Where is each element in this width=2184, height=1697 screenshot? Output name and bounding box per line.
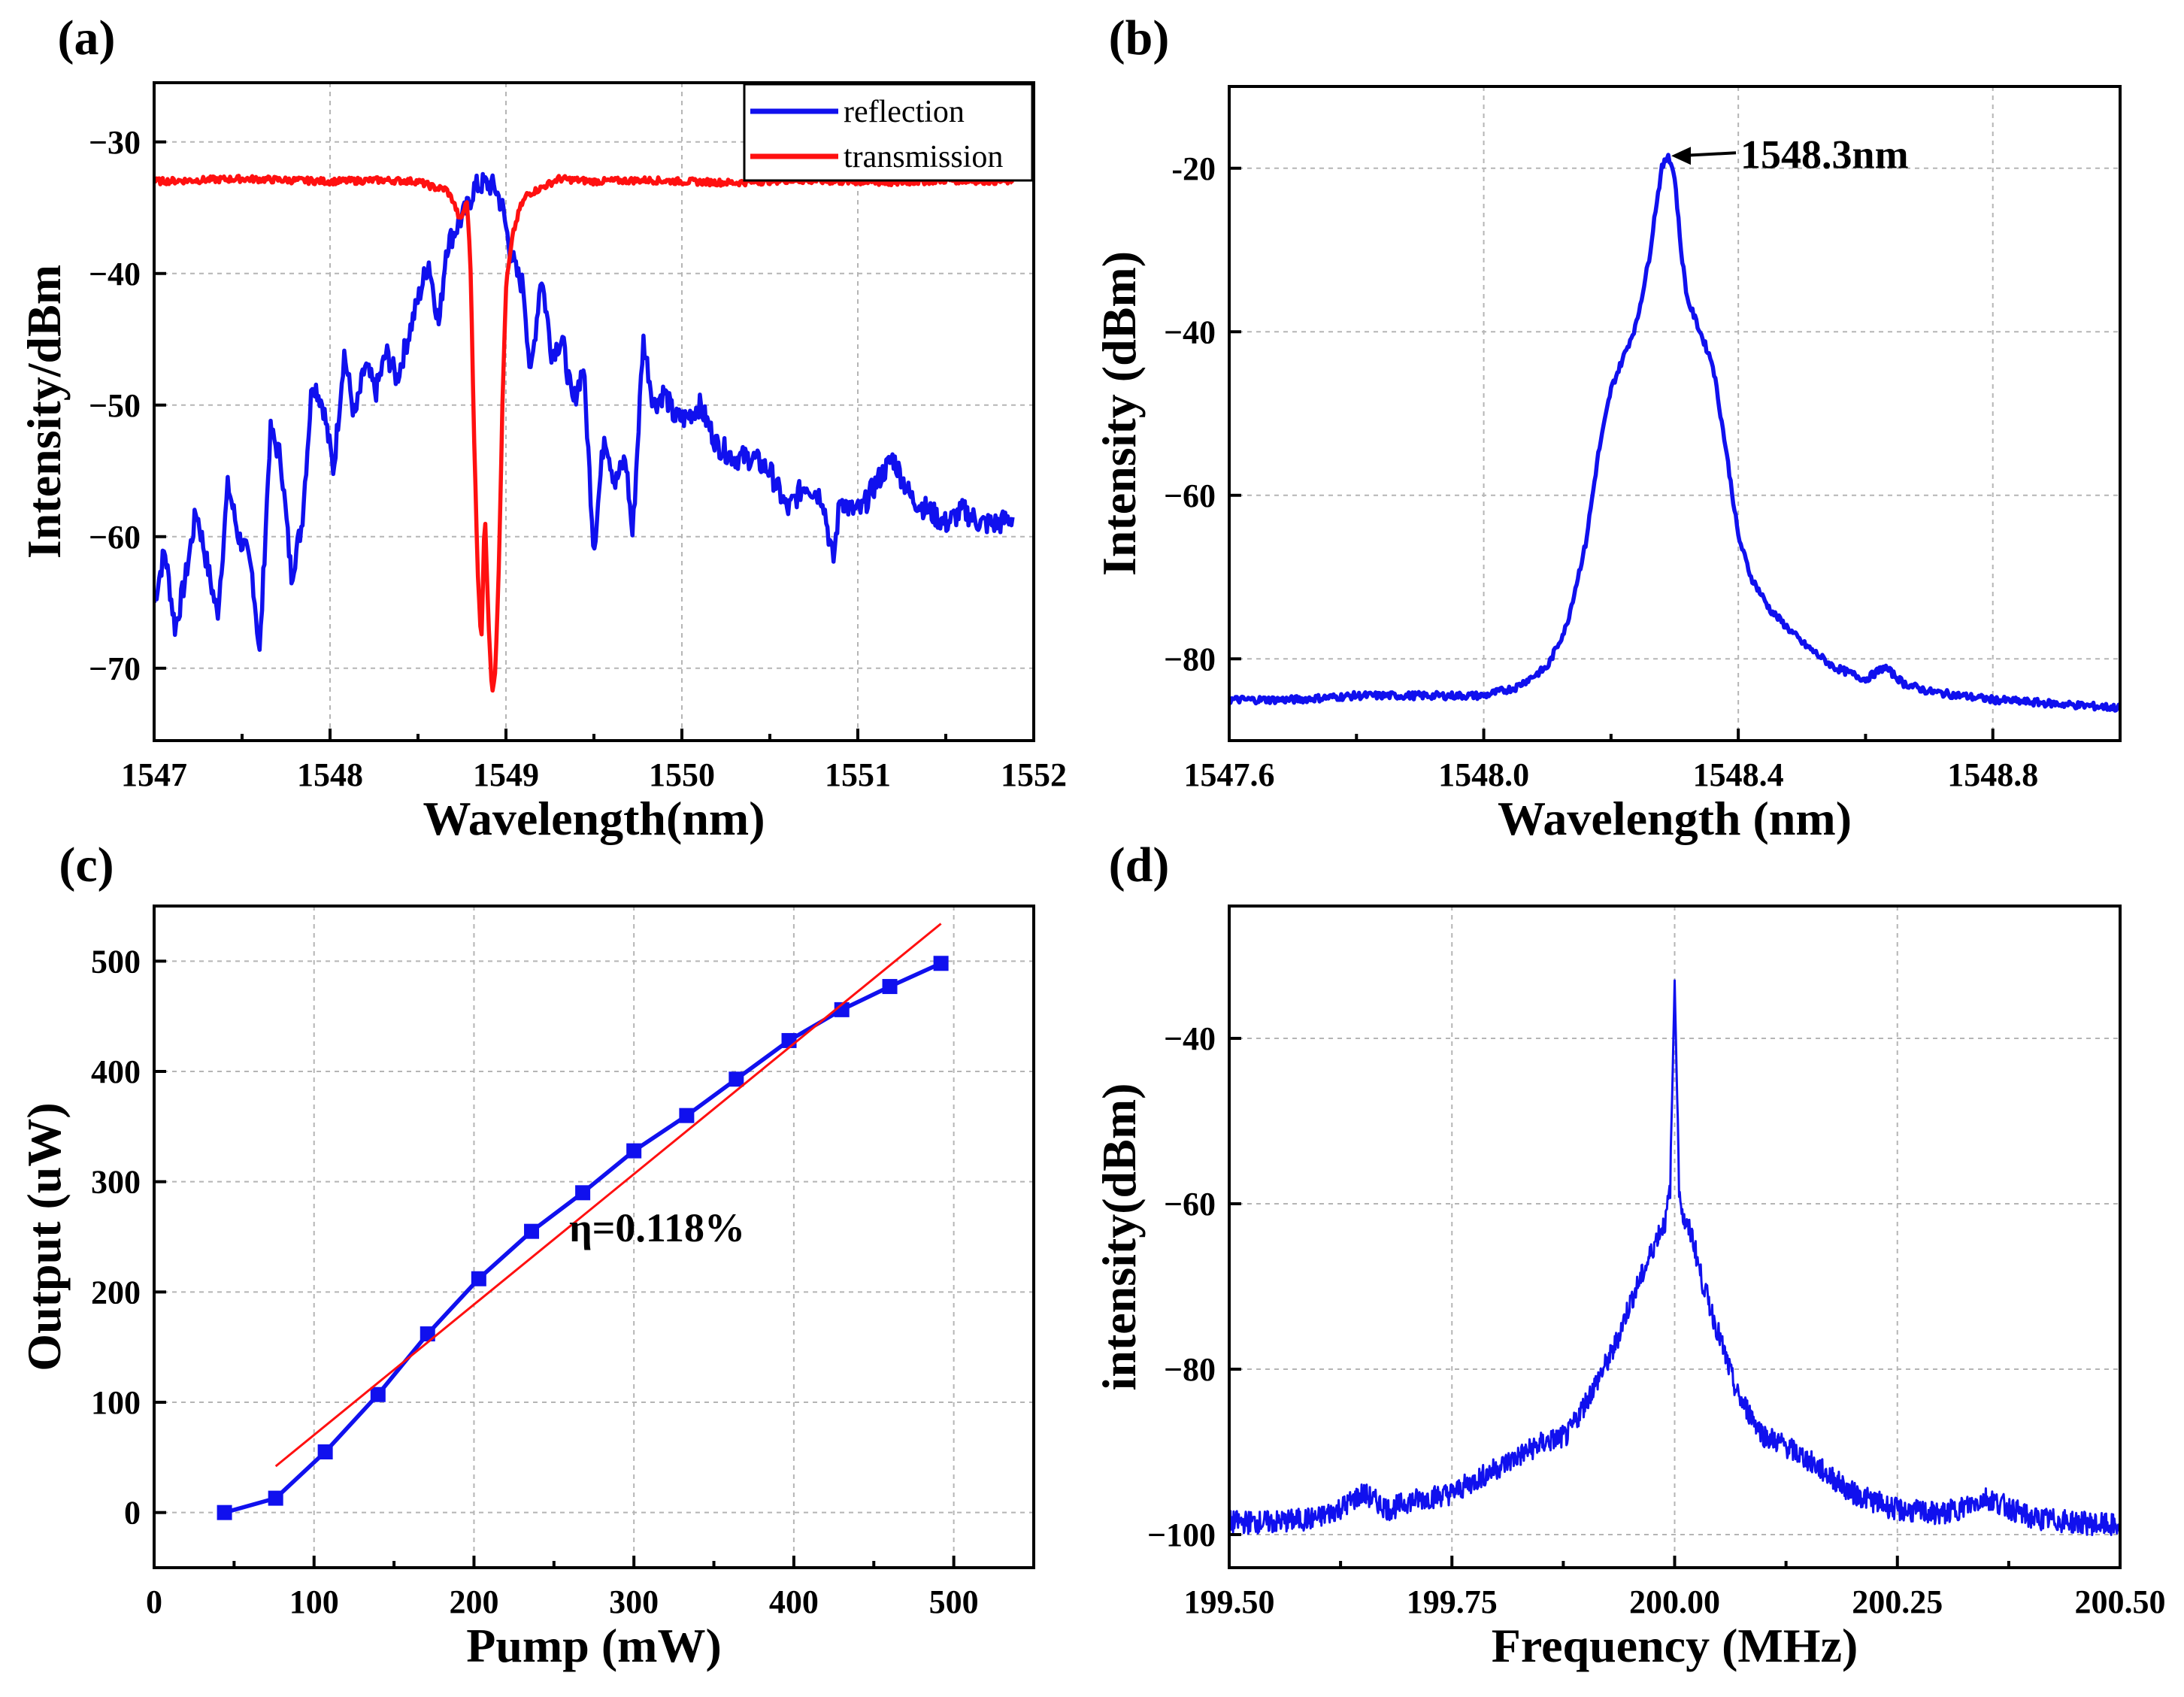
efficiency-label: η=0.118% — [569, 1205, 745, 1250]
legend-box — [743, 83, 1034, 182]
series-group — [1229, 153, 2120, 713]
y-tick-label: −60 — [1164, 477, 1216, 514]
y-tick-label: −40 — [89, 256, 141, 292]
data-point-marker — [420, 1326, 435, 1342]
data-point-marker — [933, 956, 949, 971]
data-point-marker — [834, 1002, 850, 1017]
y-tick-label: −40 — [1164, 1020, 1216, 1057]
y-axis-title: intensity(dBm) — [1092, 1083, 1146, 1391]
y-tick-label: −80 — [1164, 1351, 1216, 1388]
y-tick-label: −30 — [89, 124, 141, 161]
x-tick-label: 1551 — [825, 756, 891, 793]
x-tick-label: 0 — [146, 1583, 162, 1620]
y-tick-label: 500 — [91, 943, 141, 980]
x-tick-label: 199.75 — [1407, 1583, 1498, 1620]
y-tick-label: −60 — [89, 519, 141, 556]
axis-ticks: 0 100 200 300 400 500 0 100 200 300 400 500 — [91, 943, 979, 1620]
plot-frame — [1228, 85, 2122, 742]
series-line-RF-spectrum — [1229, 979, 2120, 1536]
panel-a: (a) 1547 1548 1549 1550 1551 1552 −70 −60 −50 −40 −… — [17, 11, 1067, 845]
y-axis-title: Intensity (dBm) — [1092, 251, 1146, 576]
plot-frame — [153, 905, 1035, 1569]
data-point-marker — [317, 1444, 333, 1459]
axis-ticks: 1547.6 1548.0 1548.4 1548.8 −80 −60 −40 -20 — [1164, 150, 2038, 793]
x-tick-label: 1548.0 — [1438, 756, 1529, 793]
x-tick-label: 400 — [769, 1583, 819, 1620]
series-line-spectrum — [1229, 153, 2120, 713]
x-tick-label: 200 — [449, 1583, 498, 1620]
y-tick-label: 300 — [91, 1164, 141, 1201]
panel-label: (b) — [1109, 11, 1170, 65]
y-tick-label: −50 — [89, 387, 141, 424]
x-tick-label: 1547 — [121, 756, 187, 793]
x-axis-title: Wavelength (nm) — [1498, 792, 1852, 845]
y-tick-label: 100 — [91, 1384, 141, 1421]
series-group — [217, 923, 949, 1520]
data-point-marker — [729, 1071, 744, 1087]
annotation-arrowhead — [1671, 147, 1692, 165]
x-tick-label: 1550 — [649, 756, 715, 793]
panel-d: (d) 199.50 199.75 200.00 200.25 200.50 −100 −80… — [1092, 838, 2166, 1672]
x-tick-label: 200.25 — [1852, 1583, 1943, 1620]
x-tick-label: 199.50 — [1184, 1583, 1275, 1620]
y-tick-label: 0 — [124, 1495, 141, 1532]
x-tick-label: 1547.6 — [1184, 756, 1275, 793]
series-line-transmission — [154, 174, 1014, 693]
y-tick-label: -20 — [1171, 150, 1216, 187]
y-tick-label: 200 — [91, 1274, 141, 1311]
x-axis-title: Wavelength(nm) — [423, 792, 765, 845]
legend-label: reflection — [844, 95, 965, 129]
peak-annotation: 1548.3nm — [1671, 132, 1909, 177]
x-tick-label: 1548.8 — [1947, 756, 2038, 793]
y-tick-label: 400 — [91, 1053, 141, 1090]
y-tick-label: −60 — [1164, 1186, 1216, 1223]
x-tick-label: 1548 — [297, 756, 363, 793]
panel-label: (a) — [58, 11, 116, 65]
panel-label: (d) — [1109, 838, 1170, 892]
data-point-marker — [882, 979, 898, 995]
x-axis-title: Pump (mW) — [466, 1619, 722, 1672]
data-point-marker — [679, 1108, 695, 1123]
series-group — [1229, 979, 2120, 1536]
y-tick-label: −80 — [1164, 641, 1216, 677]
peak-wavelength-label: 1548.3nm — [1740, 132, 1909, 177]
legend: reflection transmission — [743, 83, 1034, 182]
data-point-marker — [471, 1271, 486, 1286]
axis-ticks: 1547 1548 1549 1550 1551 1552 −70 −60 −50 −40 −30 — [89, 124, 1067, 793]
x-tick-label: 200.00 — [1629, 1583, 1720, 1620]
x-tick-label: 1548.4 — [1693, 756, 1784, 793]
x-tick-label: 300 — [609, 1583, 659, 1620]
legend-label: transmission — [844, 140, 1003, 174]
panel-label: (c) — [59, 838, 114, 892]
gridlines — [154, 83, 1034, 741]
x-tick-label: 100 — [289, 1583, 339, 1620]
panel-b: (b) 1547.6 1548.0 1548.4 1548.8 −80 −60 −40 -20 W… — [1092, 11, 2122, 845]
x-axis-title: Frequency (MHz) — [1492, 1619, 1858, 1672]
y-tick-label: −100 — [1147, 1517, 1216, 1553]
y-tick-label: −40 — [1164, 314, 1216, 350]
data-point-marker — [524, 1223, 540, 1239]
x-tick-label: 200.50 — [2075, 1583, 2166, 1620]
y-axis-title: Output (uW) — [17, 1102, 71, 1371]
x-tick-label: 1549 — [473, 756, 539, 793]
y-tick-label: −70 — [89, 650, 141, 687]
series-line-linear-fit — [274, 923, 942, 1468]
data-point-marker — [781, 1032, 797, 1048]
series-line-reflection — [154, 171, 1015, 652]
data-point-marker — [217, 1505, 232, 1520]
gridlines — [1229, 86, 2120, 741]
axis-ticks: 199.50 199.75 200.00 200.25 200.50 −100 −80 −60… — [1147, 1020, 2166, 1620]
data-point-marker — [575, 1185, 591, 1201]
series-group — [154, 171, 1015, 693]
panel-c: (c) 0 100 200 300 400 500 0 100 200 300 400 500 Pump … — [17, 838, 1035, 1672]
data-point-marker — [370, 1386, 386, 1402]
data-point-marker — [626, 1143, 642, 1159]
y-axis-title: Intensity/dBm — [17, 265, 71, 559]
x-tick-label: 500 — [929, 1583, 979, 1620]
x-tick-label: 1552 — [1001, 756, 1067, 793]
gridlines — [154, 906, 1034, 1568]
data-point-marker — [268, 1490, 283, 1506]
